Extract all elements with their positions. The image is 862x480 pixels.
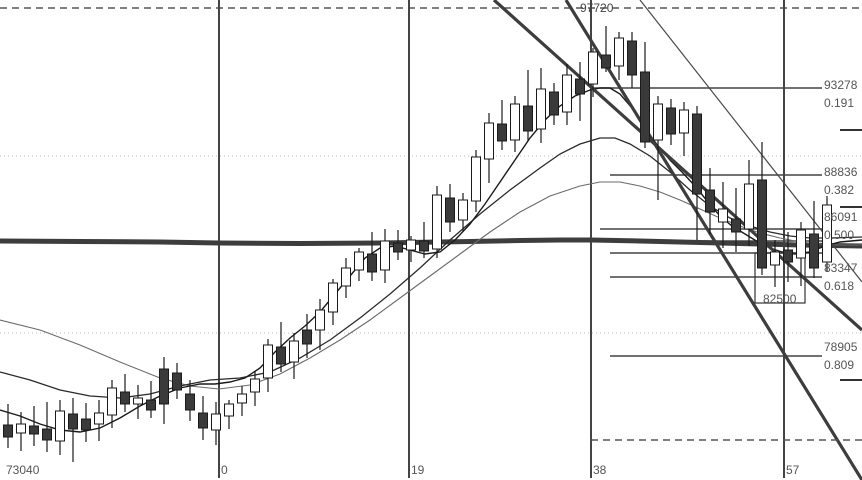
candle-57 xyxy=(744,160,754,246)
candle-54 xyxy=(705,168,715,234)
candle-11 xyxy=(146,381,156,418)
candle-43 xyxy=(562,64,572,125)
candle-1 xyxy=(16,412,26,451)
fib-ratio-4: 0.809 xyxy=(824,358,855,372)
candle-50 xyxy=(653,96,663,200)
fib-price-3: 83347 xyxy=(824,261,858,275)
candle-14 xyxy=(185,380,195,421)
candle-2 xyxy=(29,406,39,446)
candle-18 xyxy=(237,386,247,416)
candle-44 xyxy=(575,62,585,121)
candle-32 xyxy=(419,222,429,258)
candle-62 xyxy=(809,201,819,278)
candle-46 xyxy=(601,26,611,72)
candle-59 xyxy=(770,240,780,287)
candle-28 xyxy=(367,232,377,281)
candle-48 xyxy=(627,32,637,88)
candle-12 xyxy=(159,357,169,424)
candle-5 xyxy=(68,398,78,462)
y-axis-min-label: 73040 xyxy=(6,463,40,477)
candle-56 xyxy=(731,188,741,252)
candle-10 xyxy=(133,385,143,419)
candle-27 xyxy=(354,248,364,281)
candle-58 xyxy=(757,142,767,275)
fib-ratio-3: 0.618 xyxy=(824,279,855,293)
fib-ratio-2: 0.500 xyxy=(824,228,855,242)
trendline-lower xyxy=(564,0,862,480)
candle-31 xyxy=(406,236,416,262)
x-tick-label-19: 19 xyxy=(411,463,425,477)
candle-22 xyxy=(289,333,299,379)
candle-61 xyxy=(796,222,806,286)
candle-24 xyxy=(315,299,325,350)
candle-23 xyxy=(302,314,312,358)
fib-price-1: 88836 xyxy=(824,165,858,179)
price-box-label: 82500 xyxy=(763,292,797,306)
candle-19 xyxy=(250,371,260,406)
ma-fast xyxy=(0,87,862,433)
candle-49 xyxy=(640,42,650,148)
candle-20 xyxy=(263,339,273,392)
candle-4 xyxy=(55,400,65,455)
x-tick-label-0: 0 xyxy=(221,463,228,477)
candle-0 xyxy=(3,404,13,448)
candle-38 xyxy=(497,100,507,150)
candle-30 xyxy=(393,230,403,260)
x-tick-label-57: 57 xyxy=(786,463,800,477)
candlestick-series xyxy=(3,26,832,462)
candle-21 xyxy=(276,322,286,372)
right-edge-ticks xyxy=(840,129,862,381)
fib-ratio-0: 0.191 xyxy=(824,96,855,110)
candle-45 xyxy=(588,48,598,97)
candle-35 xyxy=(458,193,468,232)
candle-51 xyxy=(666,99,676,145)
candle-17 xyxy=(224,400,234,429)
candle-41 xyxy=(536,68,546,143)
candle-33 xyxy=(432,186,442,258)
ma-long-flat xyxy=(0,237,862,249)
candle-6 xyxy=(81,403,91,442)
candle-42 xyxy=(549,83,559,125)
candle-15 xyxy=(198,396,208,440)
candle-9 xyxy=(120,374,130,412)
fib-price-4: 78905 xyxy=(824,340,858,354)
x-tick-label-38: 38 xyxy=(593,463,607,477)
peak-price-label: 97720 xyxy=(580,1,614,15)
candle-13 xyxy=(172,363,182,399)
candle-55 xyxy=(718,182,728,248)
candle-7 xyxy=(94,400,104,441)
fibonacci-levels xyxy=(591,87,822,357)
candle-52 xyxy=(679,102,689,156)
candle-26 xyxy=(341,258,351,298)
trendline-upper xyxy=(492,0,862,332)
candle-39 xyxy=(510,96,520,152)
candle-29 xyxy=(380,229,390,283)
fib-ratio-1: 0.382 xyxy=(824,183,855,197)
candle-63 xyxy=(822,196,832,272)
candle-16 xyxy=(211,402,221,445)
candle-36 xyxy=(471,150,481,212)
candle-40 xyxy=(523,70,533,141)
candle-47 xyxy=(614,32,624,80)
candle-53 xyxy=(692,106,702,240)
candle-3 xyxy=(42,402,52,452)
fib-price-0: 93278 xyxy=(824,78,858,92)
candle-37 xyxy=(484,113,494,183)
candle-34 xyxy=(445,184,455,232)
fib-price-2: 86091 xyxy=(824,210,858,224)
candle-60 xyxy=(783,232,793,282)
candle-25 xyxy=(328,279,338,325)
candle-8 xyxy=(107,380,117,428)
